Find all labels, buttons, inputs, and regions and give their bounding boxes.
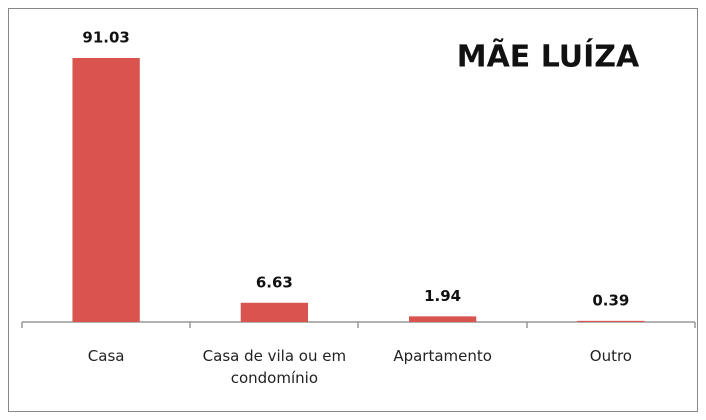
x-tick-label: Apartamento: [393, 347, 492, 365]
x-tick-label: Casa de vila ou em condomínio: [202, 347, 347, 387]
chart-title: MÃE LUÍZA: [457, 38, 640, 75]
x-tick-label: Outro: [589, 347, 632, 365]
data-label: 6.63: [256, 273, 293, 291]
data-label: 91.03: [82, 29, 129, 47]
data-label: 0.39: [592, 291, 629, 309]
x-tick-label: Casa: [87, 347, 125, 365]
bar: [72, 58, 140, 322]
data-label: 1.94: [424, 287, 461, 305]
bar: [240, 302, 309, 322]
bar: [577, 320, 645, 322]
bar: [408, 316, 477, 322]
